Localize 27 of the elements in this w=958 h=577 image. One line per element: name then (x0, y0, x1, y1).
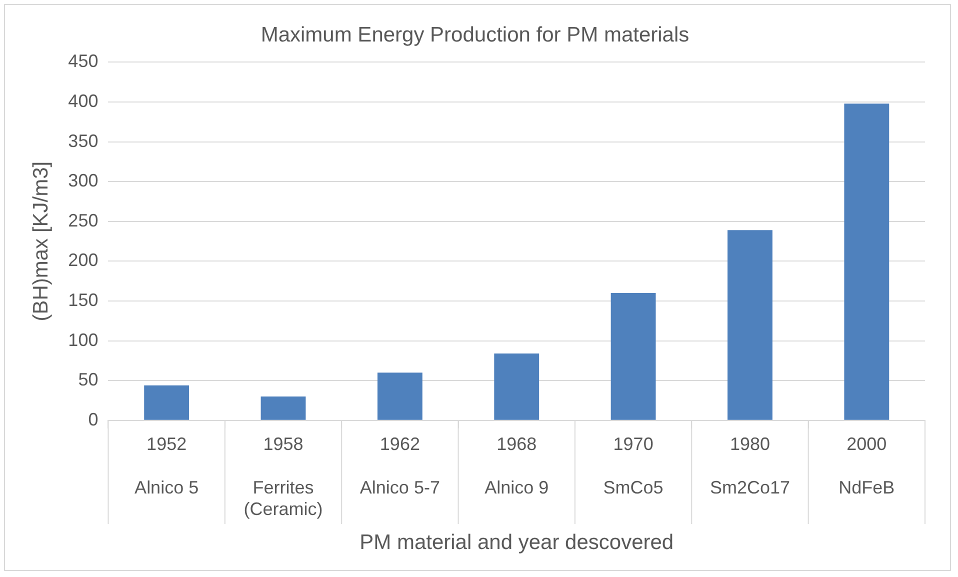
category-label: 1970 SmCo5 (603, 434, 664, 498)
y-tick-label: 150 (68, 290, 98, 310)
y-tick-label: 0 (88, 409, 98, 430)
category-label: 1958 Ferrites (Ceramic) (244, 434, 323, 519)
y-tick-label: 50 (78, 370, 98, 390)
bar (260, 396, 306, 420)
bar (844, 104, 890, 420)
category-label: 1952 Alnico 5 (134, 434, 199, 498)
y-tick-label: 250 (68, 210, 98, 230)
category-label: 1980 Sm2Co17 (710, 434, 790, 498)
y-tick-label: 100 (68, 330, 98, 350)
bar (377, 372, 422, 420)
chart-title: Maximum Energy Production for PM materials (260, 23, 690, 46)
bar (144, 385, 190, 420)
bar (494, 354, 540, 420)
y-tick-label: 450 (68, 51, 98, 72)
category-label: 2000 NdFeB (838, 434, 895, 498)
category-label: 1968 Alnico 9 (484, 434, 549, 498)
category-label: 1962 Alnico 5-7 (360, 434, 440, 498)
bar (728, 230, 772, 420)
y-axis-title: (BH)max [KJ/m3] (29, 161, 52, 322)
y-tick-label: 350 (68, 130, 98, 151)
y-tick-label: 300 (68, 170, 98, 191)
x-axis-title: PM material and year descovered (360, 531, 674, 554)
y-tick-label: 400 (68, 90, 98, 111)
bar (610, 293, 656, 420)
y-tick-label: 200 (68, 250, 98, 270)
